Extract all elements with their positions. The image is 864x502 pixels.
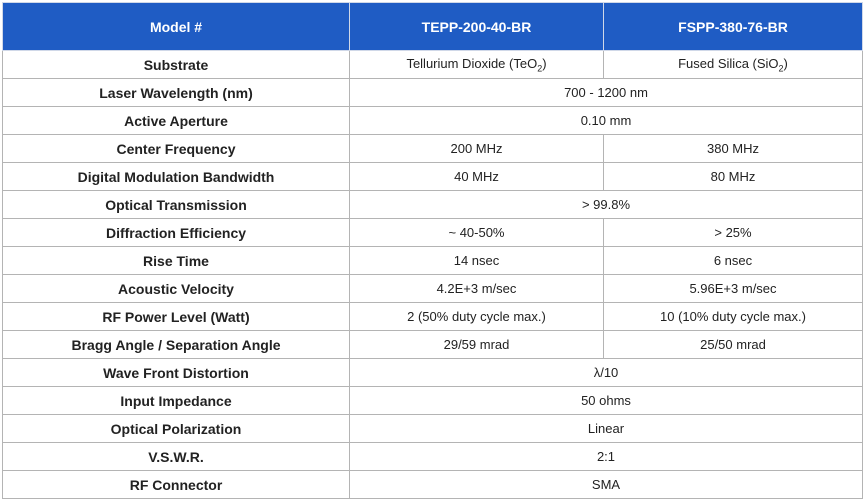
row: Bragg Angle / Separation Angle 29/59 mrad… — [2, 330, 863, 359]
row: Wave Front Distortion λ/10 — [2, 358, 863, 387]
value: λ/10 — [349, 358, 863, 387]
value: 6 nsec — [603, 246, 863, 275]
row: Optical Transmission > 99.8% — [2, 190, 863, 219]
value: 25/50 mrad — [603, 330, 863, 359]
label: Wave Front Distortion — [2, 358, 350, 387]
value: Tellurium Dioxide (TeO2) — [349, 50, 604, 79]
label: Center Frequency — [2, 134, 350, 163]
table-body: Substrate Tellurium Dioxide (TeO2) Fused S… — [2, 50, 863, 499]
value: 2:1 — [349, 442, 863, 471]
row: Active Aperture 0.10 mm — [2, 106, 863, 135]
value: SMA — [349, 470, 863, 499]
value: 380 MHz — [603, 134, 863, 163]
label: Acoustic Velocity — [2, 274, 350, 303]
label: V.S.W.R. — [2, 442, 350, 471]
value: 40 MHz — [349, 162, 604, 191]
label: Laser Wavelength (nm) — [2, 78, 350, 107]
row: Input Impedance 50 ohms — [2, 386, 863, 415]
row: Acoustic Velocity 4.2E+3 m/sec 5.96E+3 m/s… — [2, 274, 863, 303]
header-cell: Model # — [2, 2, 350, 51]
label: Optical Transmission — [2, 190, 350, 219]
text: ) — [783, 55, 788, 71]
value: Linear — [349, 414, 863, 443]
row: RF Power Level (Watt) 2 (50% duty cycle m… — [2, 302, 863, 331]
label: Rise Time — [2, 246, 350, 275]
value: > 99.8% — [349, 190, 863, 219]
value: 200 MHz — [349, 134, 604, 163]
value: 4.2E+3 m/sec — [349, 274, 604, 303]
label: Input Impedance — [2, 386, 350, 415]
row: Digital Modulation Bandwidth 40 MHz 80 MHz — [2, 162, 863, 191]
label: RF Power Level (Watt) — [2, 302, 350, 331]
text: Fused Silica (SiO — [678, 55, 779, 71]
label: Active Aperture — [2, 106, 350, 135]
row: Rise Time 14 nsec 6 nsec — [2, 246, 863, 275]
label: Bragg Angle / Separation Angle — [2, 330, 350, 359]
row: Optical Polarization Linear — [2, 414, 863, 443]
header-row: Model # TEPP-200-40-BR FSPP-380-76-BR — [2, 2, 863, 51]
value: 2 (50% duty cycle max.) — [349, 302, 604, 331]
text: Tellurium Dioxide (TeO — [406, 55, 538, 71]
header-cell: FSPP-380-76-BR — [603, 2, 863, 51]
label: Optical Polarization — [2, 414, 350, 443]
header-cell: TEPP-200-40-BR — [349, 2, 604, 51]
subscript: 2 — [537, 63, 543, 74]
label: Digital Modulation Bandwidth — [2, 162, 350, 191]
value: 29/59 mrad — [349, 330, 604, 359]
table-header: Model # TEPP-200-40-BR FSPP-380-76-BR — [2, 2, 863, 51]
text: ) — [542, 55, 547, 71]
subscript: 2 — [778, 63, 784, 74]
value: 10 (10% duty cycle max.) — [603, 302, 863, 331]
value: 14 nsec — [349, 246, 604, 275]
value: 0.10 mm — [349, 106, 863, 135]
value: Fused Silica (SiO2) — [603, 50, 863, 79]
row: Laser Wavelength (nm) 700 - 1200 nm — [2, 78, 863, 107]
row: Substrate Tellurium Dioxide (TeO2) Fused S… — [2, 50, 863, 79]
label: Substrate — [2, 50, 350, 79]
label: RF Connector — [2, 470, 350, 499]
row: Diffraction Efficiency ~ 40-50% > 25% — [2, 218, 863, 247]
value: 5.96E+3 m/sec — [603, 274, 863, 303]
value: 80 MHz — [603, 162, 863, 191]
value: 700 - 1200 nm — [349, 78, 863, 107]
label: Diffraction Efficiency — [2, 218, 350, 247]
value: 50 ohms — [349, 386, 863, 415]
row: Center Frequency 200 MHz 380 MHz — [2, 134, 863, 163]
value: ~ 40-50% — [349, 218, 604, 247]
row: RF Connector SMA — [2, 470, 863, 499]
row: V.S.W.R. 2:1 — [2, 442, 863, 471]
value: > 25% — [603, 218, 863, 247]
